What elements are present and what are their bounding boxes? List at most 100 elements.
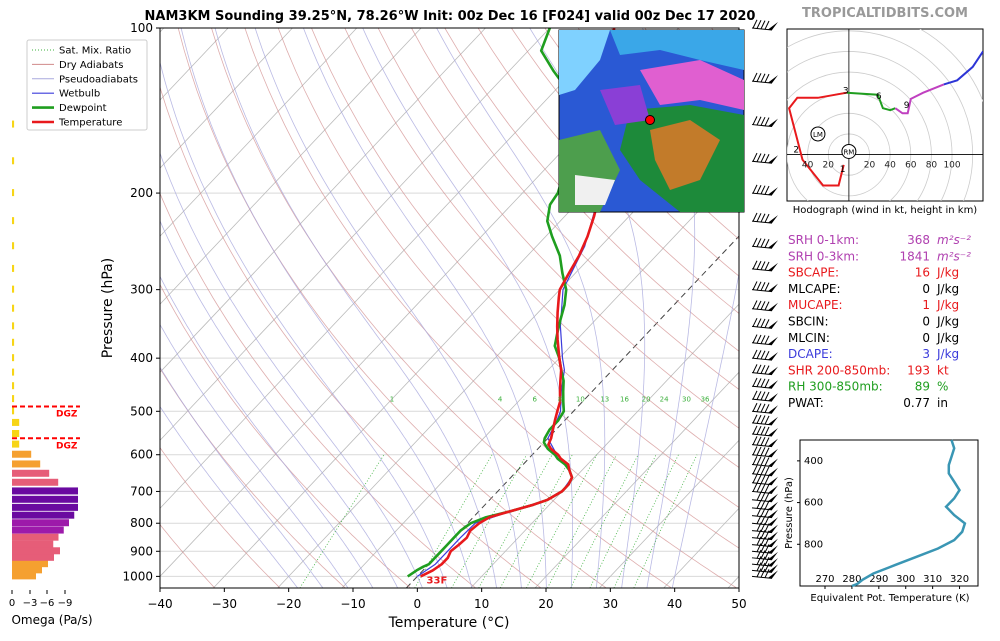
mixing-ratio-line xyxy=(634,455,697,588)
parameter-unit: m²s⁻² xyxy=(937,233,971,247)
omega-bar xyxy=(12,504,78,511)
y-axis-label: Pressure (hPa) xyxy=(100,258,116,358)
parameter-unit: m²s⁻² xyxy=(937,249,971,263)
omega-bar xyxy=(12,451,31,458)
legend-entry: Dry Adiabats xyxy=(59,60,123,71)
y-tick-label: 300 xyxy=(130,283,153,297)
mixing-ratio-line xyxy=(526,455,596,588)
omega-tick-label: 0 xyxy=(9,598,15,609)
wind-barb xyxy=(752,261,778,271)
theta-e-x-tick-label: 270 xyxy=(815,574,834,585)
hodograph-height-label: 6 xyxy=(876,92,882,102)
hodograph-ring-label: 20 xyxy=(864,161,876,171)
y-tick-label: 800 xyxy=(130,516,153,530)
wind-barb xyxy=(752,466,778,476)
parameter-value: 0 xyxy=(922,331,930,345)
omega-bar xyxy=(12,534,59,541)
mixing-ratio-label: 8 xyxy=(558,396,562,404)
x-tick-label: −10 xyxy=(340,597,365,611)
wind-barb xyxy=(752,391,778,401)
wind-barb xyxy=(752,213,778,223)
wind-barb xyxy=(752,403,778,413)
chart-title: NAM3KM Sounding 39.25°N, 78.26°W Init: 0… xyxy=(145,9,756,24)
parameter-label: RH 300-850mb: xyxy=(788,380,883,394)
parameter-label: SRH 0-3km: xyxy=(788,249,859,263)
omega-bar xyxy=(12,407,14,414)
dgz-label: DGZ xyxy=(56,441,78,451)
mixing-ratio-label: 1 xyxy=(390,396,394,404)
hodograph-height-label: 9 xyxy=(904,101,910,111)
hodograph-caption: Hodograph (wind in kt, height in km) xyxy=(793,205,978,216)
omega-tick-label: −9 xyxy=(58,598,73,609)
y-tick-label: 100 xyxy=(130,21,153,35)
omega-tick-label: −6 xyxy=(40,598,55,609)
omega-bar xyxy=(12,541,53,548)
theta-e-y-tick-label: 400 xyxy=(804,456,823,467)
parameter-value: 1841 xyxy=(899,249,930,263)
parameter-label: SBCIN: xyxy=(788,315,829,329)
dewpoint-line xyxy=(408,28,575,576)
wind-barb xyxy=(752,569,778,579)
parameter-unit: J/kg xyxy=(936,331,959,345)
x-tick-label: −30 xyxy=(212,597,237,611)
y-tick-label: 500 xyxy=(130,404,153,418)
parameter-unit: J/kg xyxy=(936,266,959,280)
omega-bar xyxy=(12,441,19,448)
mixing-ratio-label: 36 xyxy=(701,396,710,404)
hodograph-ring-label: 20 xyxy=(823,161,835,171)
mixing-ratio-label: 20 xyxy=(642,396,651,404)
parameter-unit: J/kg xyxy=(936,347,959,361)
y-tick-label: 400 xyxy=(130,351,153,365)
storm-motion-label: RM xyxy=(843,148,854,156)
omega-bar xyxy=(12,189,14,196)
parameter-value: 368 xyxy=(907,233,930,247)
pseudoadiabat xyxy=(215,28,497,588)
brand-label: TROPICALTIDBITS.COM xyxy=(802,6,968,21)
omega-bar xyxy=(12,265,14,272)
mixing-ratio-label: 13 xyxy=(600,396,609,404)
wind-barb xyxy=(752,301,778,311)
wind-barb xyxy=(752,456,778,466)
mixing-ratio-line xyxy=(548,455,617,588)
parameter-unit: kt xyxy=(937,363,949,377)
wind-barb xyxy=(752,281,778,291)
theta-e-x-tick-label: 310 xyxy=(923,574,942,585)
x-axis-label: Temperature (°C) xyxy=(388,615,510,631)
parameter-unit: J/kg xyxy=(936,282,959,296)
theta-e-x-tick-label: 300 xyxy=(896,574,915,585)
wind-barb xyxy=(752,364,778,374)
omega-axis-label: Omega (Pa/s) xyxy=(11,613,92,627)
parameter-value: 0 xyxy=(922,315,930,329)
omega-bar xyxy=(12,395,14,402)
omega-bar xyxy=(12,487,78,494)
wind-barb xyxy=(752,238,778,248)
pseudoadiabat xyxy=(181,28,472,588)
omega-bar xyxy=(12,419,19,426)
legend-entry: Wetbulb xyxy=(59,89,100,100)
omega-bar xyxy=(12,157,14,164)
hodograph-ring-label: 40 xyxy=(884,161,896,171)
hodograph-ring-label: 100 xyxy=(943,161,960,171)
omega-bar xyxy=(12,496,78,503)
omega-bar xyxy=(12,369,14,376)
parameter-unit: J/kg xyxy=(936,298,959,312)
omega-bar xyxy=(12,242,14,249)
parameter-value: 89 xyxy=(915,380,930,394)
parameter-label: MUCAPE: xyxy=(788,298,843,312)
wind-barb xyxy=(752,475,778,485)
pseudoadiabat xyxy=(255,28,521,588)
omega-bar xyxy=(12,560,48,567)
parameter-label: MLCIN: xyxy=(788,331,830,345)
omega-bar xyxy=(12,572,36,579)
omega-bar xyxy=(12,121,14,128)
wind-barb xyxy=(752,73,778,83)
parameter-unit: in xyxy=(937,396,948,410)
wind-barb xyxy=(752,20,778,30)
hodograph-ring-label: 60 xyxy=(905,161,917,171)
omega-bar xyxy=(12,547,60,554)
